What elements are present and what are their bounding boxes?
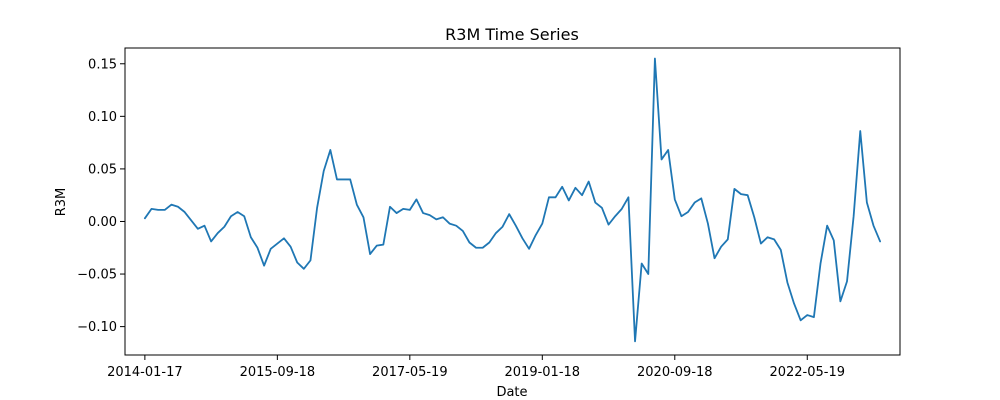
x-axis-label: Date	[496, 385, 527, 400]
series-group	[143, 57, 882, 343]
y-tick-label: −0.05	[77, 268, 117, 283]
y-axis: 0.15 0.10 0.05 0.00 −0.05 −0.10	[77, 57, 125, 335]
x-axis: 2014-01-17 2015-09-18 2017-05-19 2019-01-18…	[107, 355, 845, 380]
x-tick-label: 2017-05-19	[372, 365, 448, 380]
chart-title: R3M Time Series	[445, 25, 579, 44]
y-tick-label: 0.15	[88, 57, 117, 72]
x-tick-label: 2022-05-19	[769, 365, 845, 380]
y-tick-label: 0.00	[88, 215, 117, 230]
y-axis-label: R3M	[54, 188, 69, 217]
y-tick-label: 0.05	[88, 162, 117, 177]
y-tick-label: −0.10	[77, 320, 117, 335]
x-tick-label: 2020-09-18	[637, 365, 713, 380]
y-tick-label: 0.10	[88, 110, 117, 125]
plot-frame	[124, 47, 901, 356]
series-line-0	[143, 57, 882, 343]
x-tick-label: 2019-01-18	[505, 365, 581, 380]
x-tick-label: 2014-01-17	[107, 365, 183, 380]
x-tick-label: 2015-09-18	[240, 365, 316, 380]
